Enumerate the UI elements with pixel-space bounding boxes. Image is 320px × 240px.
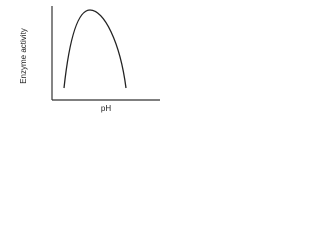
y-axis-label: Enzyme activity xyxy=(19,28,28,84)
background xyxy=(0,0,172,121)
page: Enzyme activity pH (() => { const data =… xyxy=(0,0,172,121)
activity-curve xyxy=(63,9,127,89)
diagram: Enzyme activity pH xyxy=(0,0,172,121)
x-axis-label: pH xyxy=(101,104,111,113)
